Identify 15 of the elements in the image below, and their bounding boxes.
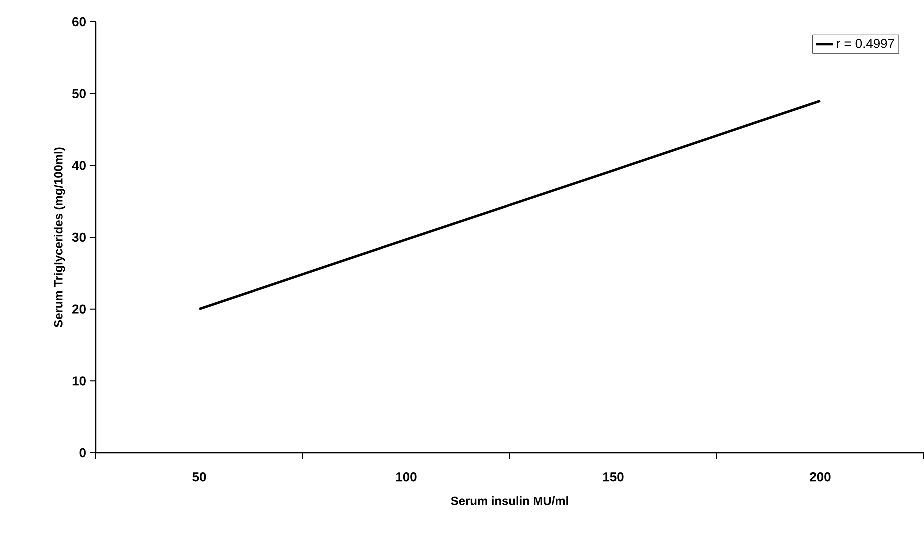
y-tick-label: 30 bbox=[72, 232, 86, 242]
y-axis-title: Serum Triglycerides (mg/100ml) bbox=[54, 148, 66, 328]
x-tick-label: 200 bbox=[810, 472, 831, 482]
y-tick-label: 60 bbox=[72, 17, 86, 27]
y-tick-label: 10 bbox=[72, 376, 86, 386]
x-tick-label: 100 bbox=[396, 472, 417, 482]
line-series bbox=[198, 100, 822, 311]
y-tick-label: 50 bbox=[72, 89, 86, 98]
y-tick-label: 0 bbox=[80, 448, 86, 458]
x-axis-title: Serum insulin MU/ml bbox=[451, 496, 568, 506]
legend-label: r = 0.4997 bbox=[837, 39, 894, 48]
y-tick-label: 40 bbox=[72, 161, 86, 170]
y-tick-label: 20 bbox=[72, 304, 86, 314]
x-tick-label: 150 bbox=[604, 472, 624, 482]
x-tick-label: 50 bbox=[192, 472, 206, 482]
